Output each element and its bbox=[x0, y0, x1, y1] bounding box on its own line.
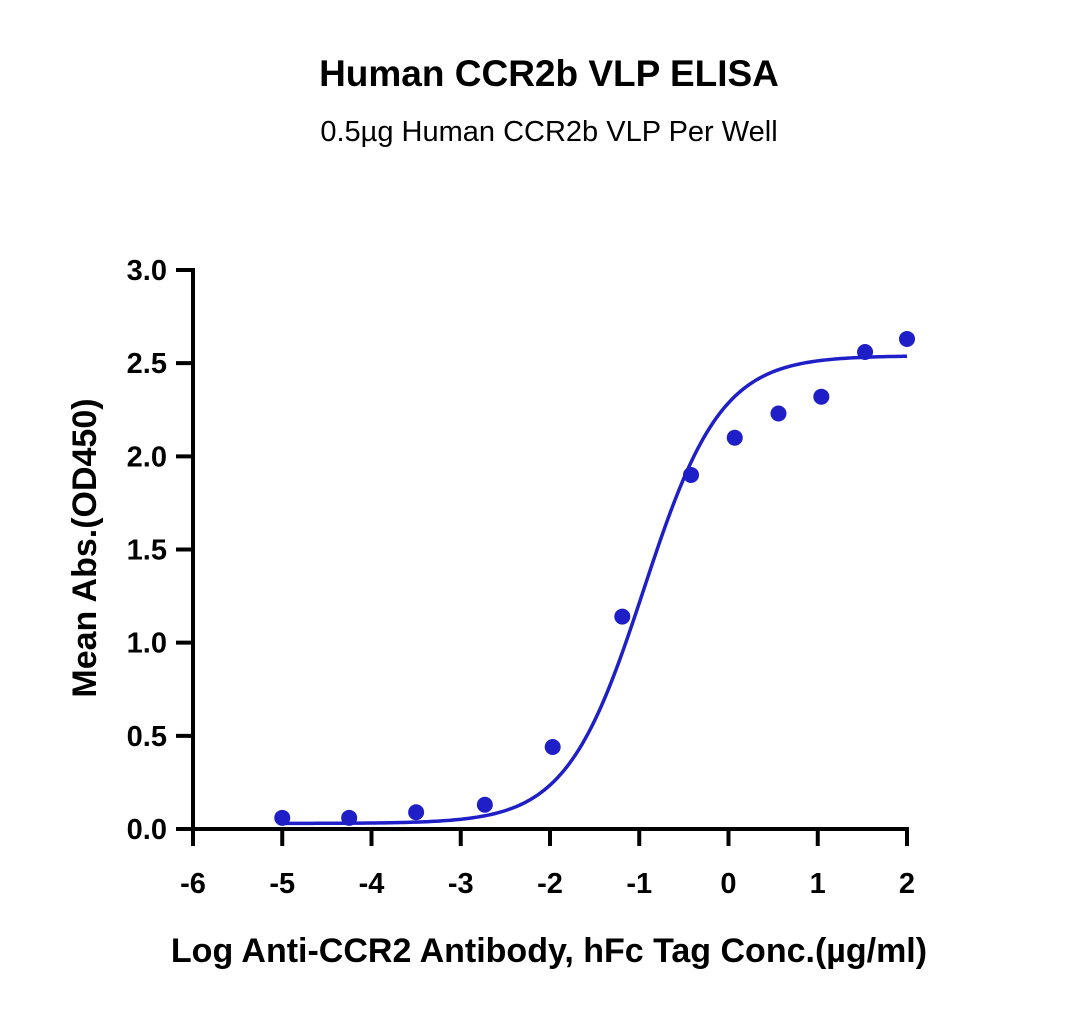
x-tick-label: -4 bbox=[359, 868, 385, 900]
x-ticks: -6 -5 -4 -3 -2 -1 0 1 2 bbox=[180, 829, 915, 900]
chart-subtitle: 0.5µg Human CCR2b VLP Per Well bbox=[320, 116, 777, 148]
y-axis-label: Mean Abs.(OD450) bbox=[66, 398, 104, 697]
data-points bbox=[274, 330, 915, 826]
data-point bbox=[614, 608, 631, 625]
data-point bbox=[476, 796, 493, 813]
y-tick-label: 0.0 bbox=[127, 814, 167, 846]
chart-title: Human CCR2b VLP ELISA bbox=[319, 53, 779, 94]
y-tick-label: 3.0 bbox=[127, 255, 167, 287]
data-point bbox=[341, 809, 358, 826]
x-axis-label: Log Anti-CCR2 Antibody, hFc Tag Conc.(µg… bbox=[171, 932, 927, 970]
x-tick-label: -1 bbox=[626, 868, 652, 900]
y-tick-label: 2.5 bbox=[127, 348, 167, 380]
data-point bbox=[726, 429, 743, 446]
data-point bbox=[408, 804, 425, 821]
fit-curve bbox=[282, 354, 908, 826]
plot-area bbox=[274, 330, 915, 826]
data-point bbox=[770, 405, 787, 422]
y-tick-label: 0.5 bbox=[127, 721, 167, 753]
y-ticks: 0.0 0.5 1.0 1.5 2.0 2.5 3.0 bbox=[127, 255, 193, 846]
y-tick-label: 1.5 bbox=[127, 535, 167, 567]
data-point bbox=[274, 809, 291, 826]
x-tick-label: -3 bbox=[448, 868, 474, 900]
data-point bbox=[813, 388, 830, 405]
y-tick-label: 1.0 bbox=[127, 628, 167, 660]
data-point bbox=[857, 343, 874, 360]
data-point bbox=[683, 466, 700, 483]
x-tick-label: 2 bbox=[899, 868, 915, 900]
data-point bbox=[899, 330, 915, 347]
y-tick-label: 2.0 bbox=[127, 441, 167, 473]
x-tick-label: -2 bbox=[537, 868, 563, 900]
x-tick-label: 1 bbox=[810, 868, 826, 900]
data-point bbox=[544, 739, 561, 756]
x-tick-label: -5 bbox=[269, 868, 295, 900]
x-tick-label: -6 bbox=[180, 868, 206, 900]
x-tick-label: 0 bbox=[720, 868, 736, 900]
axes: 0.0 0.5 1.0 1.5 2.0 2.5 3.0 -6 -5 -4 -3 -2 -1 0 1 2 bbox=[127, 255, 915, 900]
